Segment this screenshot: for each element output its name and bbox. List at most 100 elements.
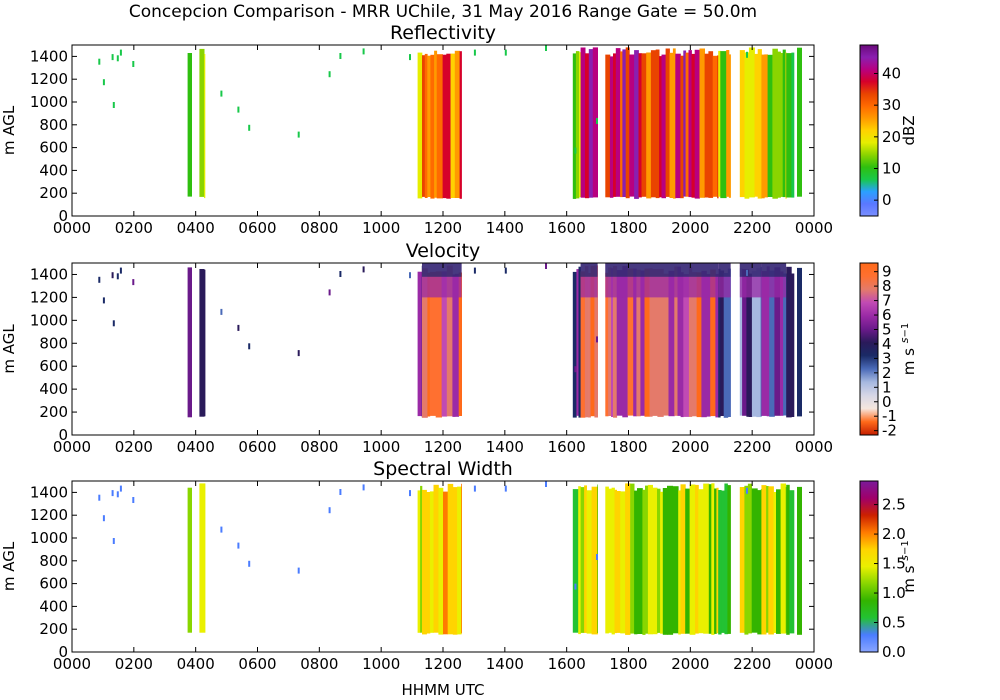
data-column	[675, 53, 681, 199]
data-column	[715, 273, 719, 418]
data-speck	[596, 118, 598, 124]
data-speck	[111, 490, 114, 497]
colorbar-tick-label: 4	[882, 335, 892, 353]
data-column	[699, 48, 705, 198]
colorbar-tick-label: 2.0	[882, 525, 906, 543]
data-column	[760, 267, 762, 417]
data-column	[572, 53, 577, 199]
y-tick-label: 800	[39, 116, 68, 134]
colorbar-tick-label: 20	[882, 128, 901, 146]
data-column	[572, 489, 579, 633]
data-column	[727, 268, 731, 417]
data-column	[580, 487, 585, 633]
colorbar-label: dBZ	[900, 115, 918, 145]
data-column	[452, 274, 456, 417]
y-tick-label: 800	[39, 552, 68, 570]
data-column	[199, 483, 206, 633]
data-speck	[409, 272, 411, 279]
data-speck	[297, 350, 300, 357]
data-speck	[98, 276, 101, 283]
data-speck	[504, 49, 507, 56]
data-column	[680, 272, 684, 418]
y-tick-label: 1200	[30, 70, 68, 88]
data-column	[764, 54, 768, 198]
data-column	[720, 270, 725, 416]
data-column	[446, 53, 451, 199]
data-speck	[132, 497, 135, 503]
data-column	[761, 54, 765, 199]
data-column	[761, 271, 767, 416]
data-speck	[339, 53, 342, 59]
x-tick-label: 1200	[424, 219, 462, 237]
data-column	[744, 52, 750, 199]
x-tick-label: 0200	[115, 219, 153, 237]
data-column	[586, 490, 592, 634]
data-column	[457, 486, 462, 635]
data-column	[761, 485, 767, 635]
data-speck	[220, 308, 223, 315]
data-speck	[116, 273, 119, 280]
data-speck	[596, 554, 598, 560]
data-column	[674, 266, 678, 416]
data-column	[726, 50, 730, 197]
x-tick-label: 0400	[177, 219, 215, 237]
suptitle: Concepcion Comparison - MRR UChile, 31 M…	[129, 2, 757, 22]
y-tick-label: 0	[58, 426, 68, 444]
data-column	[685, 488, 690, 634]
x-tick-label: 0000	[795, 655, 833, 673]
data-speck	[297, 131, 300, 138]
data-speck	[339, 271, 342, 277]
x-tick-label: 2000	[671, 438, 709, 456]
data-column	[611, 268, 614, 417]
data-speck	[102, 297, 105, 304]
data-column	[720, 51, 727, 199]
data-column	[199, 48, 205, 197]
data-speck	[102, 79, 105, 86]
heatmap-field	[98, 45, 802, 199]
data-column	[747, 483, 752, 634]
data-column	[650, 50, 656, 198]
data-column	[637, 488, 643, 634]
data-column	[649, 268, 653, 417]
data-column	[777, 51, 781, 198]
data-column	[627, 268, 634, 416]
data-column	[776, 489, 781, 634]
x-tick-label: 1200	[424, 655, 462, 673]
data-column	[760, 489, 762, 635]
data-column	[742, 269, 747, 416]
data-column	[592, 47, 598, 198]
data-column	[652, 487, 658, 635]
data-speck	[473, 49, 476, 56]
x-tick-label: 1000	[362, 655, 400, 673]
data-speck	[220, 526, 223, 533]
data-column	[698, 489, 704, 634]
x-tick-label: 0600	[238, 655, 276, 673]
data-column	[430, 54, 435, 199]
data-column	[785, 487, 787, 633]
x-tick-label: 1800	[609, 655, 647, 673]
data-column	[615, 48, 621, 197]
data-column	[454, 273, 460, 417]
data-column	[435, 271, 442, 418]
data-column	[695, 484, 699, 634]
data-column	[438, 487, 444, 635]
data-column	[728, 54, 731, 198]
data-column	[773, 492, 777, 633]
data-column	[616, 270, 623, 416]
data-cap	[739, 263, 762, 277]
data-column	[611, 487, 615, 635]
x-tick-label: 2000	[671, 219, 709, 237]
data-column	[677, 266, 681, 416]
panel-3: 0000 0200 0400 0600 0800 1000 1200 1400 1600 1800…	[0, 458, 918, 673]
data-speck	[504, 485, 507, 492]
data-speck	[574, 583, 577, 590]
data-column	[678, 490, 681, 635]
colorbar-tick-label: 0.5	[882, 614, 906, 632]
data-speck	[112, 102, 115, 108]
x-tick-label: 1800	[609, 219, 647, 237]
y-tick-label: 600	[39, 357, 68, 375]
x-tick-label: 1000	[362, 438, 400, 456]
data-column	[580, 47, 586, 198]
data-column	[630, 483, 635, 634]
colorbar-tick-label: 1	[882, 378, 892, 396]
